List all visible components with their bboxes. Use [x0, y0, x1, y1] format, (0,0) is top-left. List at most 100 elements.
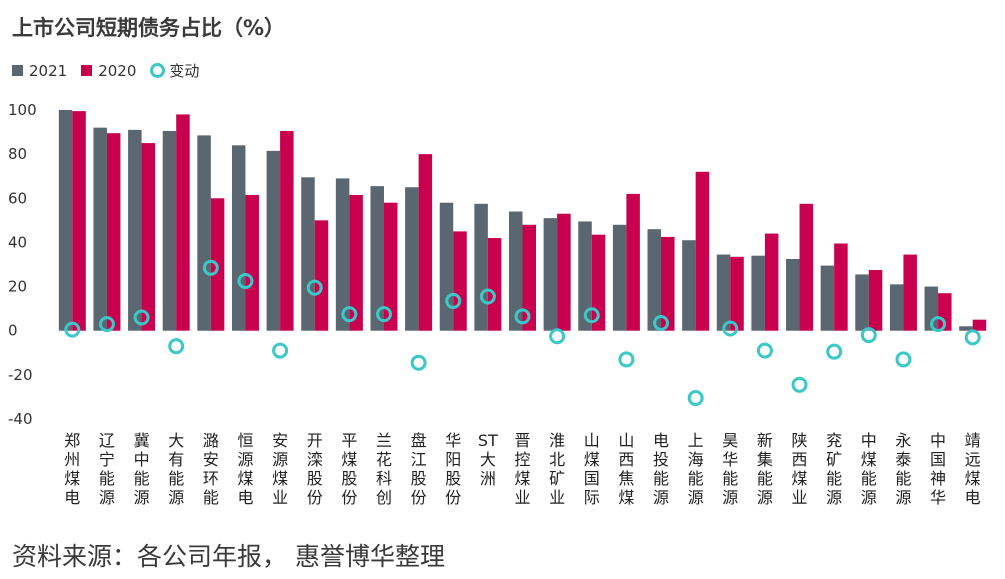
category-label: 中煤能源: [861, 431, 877, 507]
bar-2021: [335, 178, 350, 331]
change-point: [445, 292, 462, 309]
bar-2020: [383, 202, 398, 331]
bar-2021: [959, 326, 973, 331]
legend-label-2021: 2021: [29, 61, 68, 80]
change-point: [687, 390, 704, 407]
bar-2021: [370, 186, 384, 331]
change-point: [479, 288, 496, 305]
y-tick-label: 0: [8, 322, 18, 340]
bar-2021: [751, 255, 765, 331]
change-point: [410, 354, 427, 371]
bar-2021: [93, 127, 107, 331]
bar-2020: [834, 243, 848, 331]
bar-2021: [682, 240, 696, 331]
bar-2020: [557, 213, 571, 331]
bar-2020: [903, 254, 917, 331]
category-label: 盘江股份: [411, 431, 427, 507]
change-point: [583, 307, 600, 324]
category-label: 安源煤业: [272, 431, 288, 507]
change-point: [791, 376, 808, 393]
bar-2020: [280, 130, 294, 331]
bar-2021: [301, 177, 315, 331]
category-label: 山煤国际: [584, 431, 600, 507]
bar-2020: [349, 194, 363, 331]
bar-2021: [543, 218, 558, 331]
category-label: 电投能源: [653, 431, 669, 507]
category-label: 陕西煤业: [792, 431, 808, 507]
legend-label-change: 变动: [169, 62, 200, 80]
bar-2021: [58, 110, 73, 331]
legend: 2021 2020 变动: [12, 60, 213, 81]
category-label: 上海能源: [688, 431, 704, 507]
bar-2020: [314, 220, 329, 331]
bar-2020: [591, 234, 606, 331]
category-label: 大有能源: [168, 431, 184, 507]
legend-label-2020: 2020: [98, 61, 137, 80]
y-tick-label: 60: [8, 189, 27, 207]
bar-2021: [128, 129, 142, 331]
y-tick-label: -40: [8, 410, 33, 428]
change-point: [756, 342, 773, 359]
change-point: [618, 351, 635, 368]
category-label: 兖矿能源: [826, 431, 842, 507]
bar-2021: [612, 224, 627, 331]
bar-2021: [405, 187, 419, 331]
category-label: 平煤股份: [341, 431, 357, 507]
bar-2020: [626, 193, 640, 331]
category-label: 新集能源: [757, 431, 773, 507]
category-label: 潞安环能: [203, 431, 219, 507]
legend-item-2021: 2021: [12, 62, 67, 80]
change-point: [895, 351, 912, 368]
category-label: 辽宁能源: [99, 431, 115, 507]
bar-2020: [141, 143, 156, 331]
legend-ring-change: [150, 63, 166, 78]
category-label: 永泰能源: [895, 431, 911, 507]
bar-2020: [799, 203, 814, 331]
bar-2021: [474, 203, 488, 331]
change-point: [272, 342, 289, 359]
bar-2021: [439, 202, 454, 331]
legend-swatch-2021: [12, 65, 23, 76]
category-label: ST 大洲: [478, 431, 498, 488]
bar-2020: [764, 233, 779, 331]
bar-2020: [972, 319, 987, 331]
category-label: 兰花科创: [376, 431, 392, 507]
bar-2020: [176, 114, 190, 331]
y-tick-label: 20: [8, 278, 27, 296]
change-point: [341, 306, 358, 323]
bar-2021: [855, 274, 869, 331]
bar-2020: [72, 111, 86, 331]
bar-2021: [716, 254, 731, 331]
category-label: 华阳股份: [445, 431, 461, 507]
bar-2021: [231, 145, 246, 331]
change-point: [860, 327, 877, 344]
category-label: 靖远煤电: [965, 431, 981, 507]
change-point: [98, 316, 115, 333]
y-tick-label: -20: [8, 366, 33, 384]
change-point: [237, 273, 254, 290]
bar-2020: [453, 231, 467, 331]
bar-2021: [820, 265, 835, 331]
bar-2021: [509, 211, 523, 331]
change-point: [514, 308, 531, 325]
change-point: [133, 309, 150, 326]
bar-2020: [730, 256, 744, 331]
change-point: [722, 320, 739, 337]
bar-2021: [162, 130, 177, 331]
change-point: [306, 279, 323, 296]
change-point: [549, 328, 566, 345]
change-point: [168, 338, 185, 355]
change-point: [202, 259, 219, 276]
legend-item-change: 变动: [150, 60, 199, 81]
y-tick-label: 40: [8, 233, 27, 251]
category-label: 冀中能源: [134, 431, 150, 507]
category-label: 恒源煤电: [237, 431, 253, 507]
y-tick-label: 80: [8, 145, 27, 163]
bar-2021: [266, 150, 281, 331]
bar-2020: [868, 270, 883, 331]
bar-2020: [245, 194, 259, 331]
category-label: 中国神华: [930, 431, 946, 507]
bar-2021: [786, 258, 800, 331]
bar-2021: [647, 229, 662, 331]
